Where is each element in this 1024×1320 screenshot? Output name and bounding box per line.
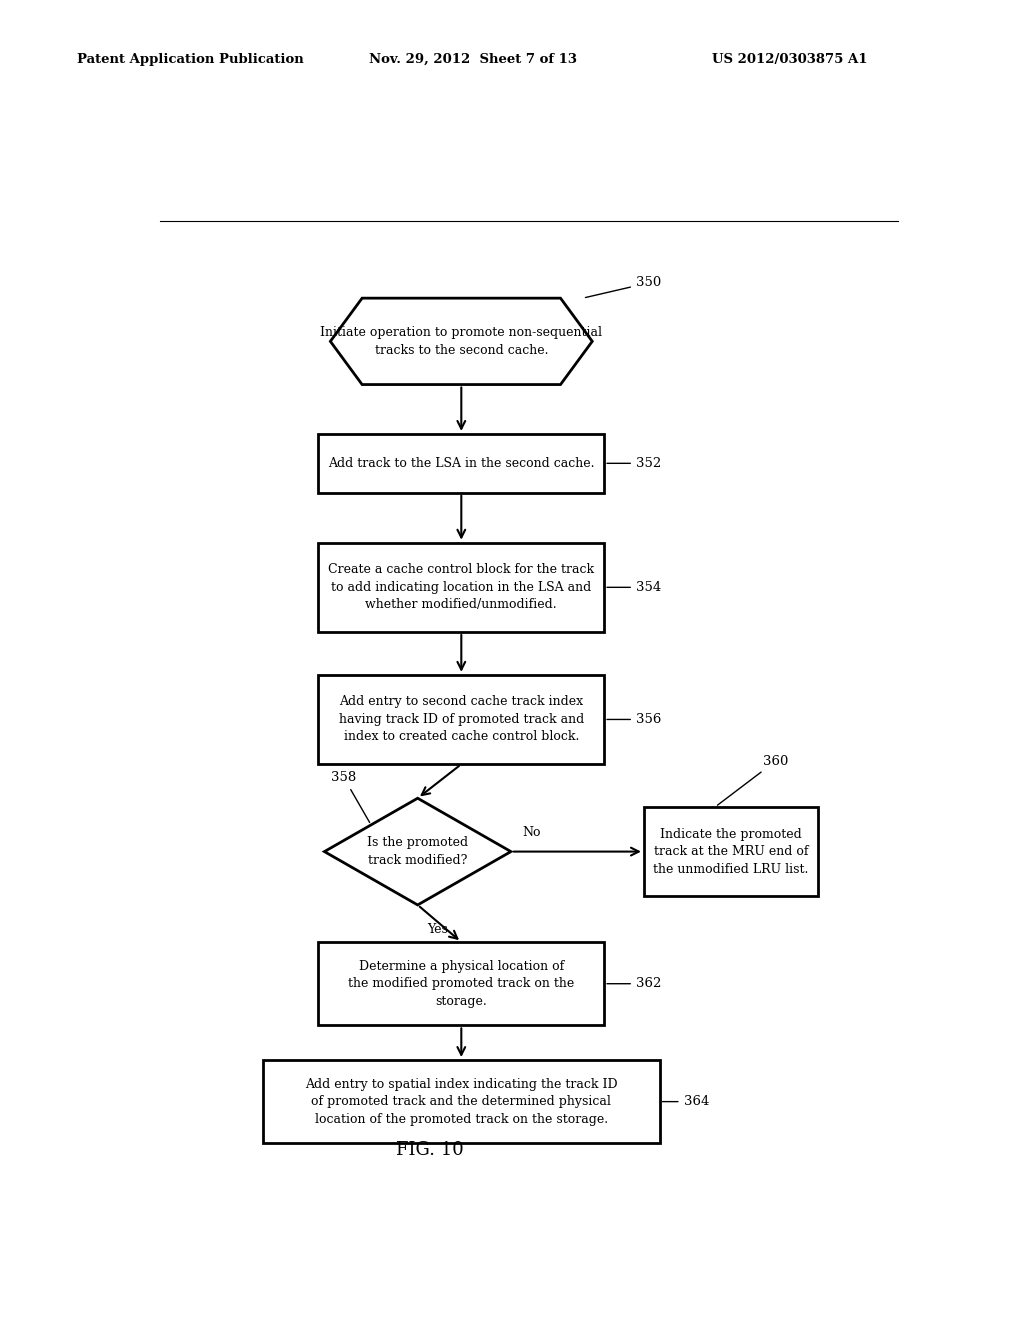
Text: 364: 364 [663, 1096, 709, 1107]
Text: Yes: Yes [427, 923, 449, 936]
Bar [263, 1060, 659, 1143]
Text: Add entry to second cache track index
having track ID of promoted track and
inde: Add entry to second cache track index ha… [339, 696, 584, 743]
Text: US 2012/0303875 A1: US 2012/0303875 A1 [712, 53, 867, 66]
Text: FIG. 10: FIG. 10 [395, 1142, 464, 1159]
Text: Create a cache control block for the track
to add indicating location in the LSA: Create a cache control block for the tra… [329, 564, 594, 611]
Text: Patent Application Publication: Patent Application Publication [77, 53, 303, 66]
Text: Add track to the LSA in the second cache.: Add track to the LSA in the second cache… [328, 457, 595, 470]
Text: 354: 354 [607, 581, 662, 594]
Text: 356: 356 [607, 713, 662, 726]
Text: No: No [523, 826, 542, 840]
Text: 358: 358 [332, 771, 370, 822]
Text: Is the promoted
track modified?: Is the promoted track modified? [367, 837, 468, 867]
Text: Determine a physical location of
the modified promoted track on the
storage.: Determine a physical location of the mod… [348, 960, 574, 1007]
Text: Add entry to spatial index indicating the track ID
of promoted track and the det: Add entry to spatial index indicating th… [305, 1077, 617, 1126]
Bar [318, 675, 604, 764]
Text: 360: 360 [718, 755, 788, 805]
Text: 350: 350 [586, 276, 662, 297]
Bar [644, 807, 818, 896]
Text: Initiate operation to promote non-sequential
tracks to the second cache.: Initiate operation to promote non-sequen… [321, 326, 602, 356]
Text: Indicate the promoted
track at the MRU end of
the unmodified LRU list.: Indicate the promoted track at the MRU e… [653, 828, 809, 875]
Bar [318, 543, 604, 632]
Text: 362: 362 [607, 977, 662, 990]
Polygon shape [325, 799, 511, 906]
Text: Nov. 29, 2012  Sheet 7 of 13: Nov. 29, 2012 Sheet 7 of 13 [369, 53, 577, 66]
Text: 352: 352 [607, 457, 662, 470]
Bar [318, 434, 604, 492]
Polygon shape [331, 298, 592, 384]
Bar [318, 942, 604, 1026]
